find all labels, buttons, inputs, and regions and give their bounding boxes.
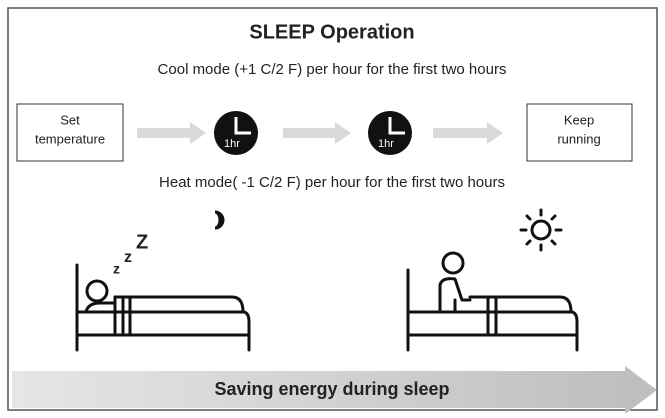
step-label: 1hr (378, 138, 394, 150)
diagram: SLEEP Operation Cool mode (+1 C/2 F) per… (0, 0, 665, 418)
heat-mode: Heat mode( -1 C/2 F) per hour for the fi… (159, 174, 505, 191)
clock: 1hr (214, 111, 258, 155)
start-line: Set (60, 112, 80, 127)
cool-mode: Cool mode (+1 C/2 F) per hour for the fi… (158, 61, 507, 78)
end-line: running (557, 131, 600, 146)
footer: Saving energy during sleep (214, 379, 449, 399)
title: SLEEP Operation (249, 21, 414, 43)
step-label: 1hr (224, 138, 240, 150)
end-line: Keep (564, 112, 594, 127)
clock: 1hr (368, 111, 412, 155)
sleep-letter: Z (136, 231, 148, 253)
sleep-letter: z (124, 249, 132, 266)
start-line: temperature (35, 131, 105, 146)
sleep-letter: z (113, 261, 120, 277)
